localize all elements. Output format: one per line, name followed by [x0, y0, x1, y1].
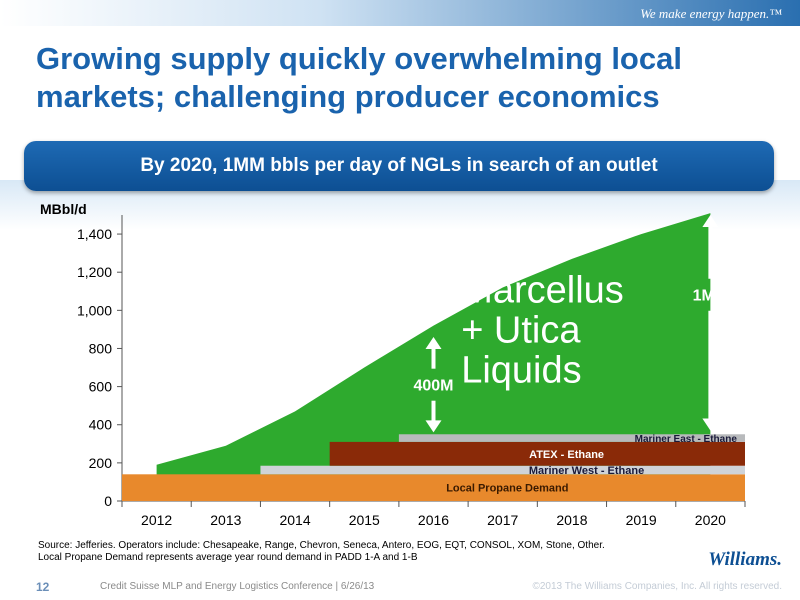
band-label-0: Local Propane Demand	[446, 483, 568, 495]
area-label-line: Liquids	[461, 350, 581, 392]
area-label-line: + Utica	[461, 310, 581, 352]
annotation-label: 400M	[413, 378, 453, 395]
x-tick-label: 2013	[210, 512, 241, 528]
x-tick-label: 2017	[487, 512, 518, 528]
copyright: ©2013 The Williams Companies, Inc. All r…	[532, 581, 782, 592]
band-label-3: Mariner East - Ethane	[635, 434, 738, 445]
x-tick-label: 2016	[418, 512, 449, 528]
y-tick-label: 1,200	[77, 264, 112, 280]
area-label-line: Marcellus	[461, 270, 624, 312]
y-tick-label: 1,000	[77, 302, 112, 318]
band-1	[260, 465, 745, 475]
arrow-head-down	[425, 420, 442, 433]
y-tick-label: 200	[89, 455, 113, 471]
banner: By 2020, 1MM bbls per day of NGLs in sea…	[24, 141, 774, 191]
y-axis-label: MBbl/d	[40, 201, 87, 217]
arrow-head-up	[702, 215, 719, 227]
x-tick-label: 2012	[141, 512, 172, 528]
annotation-label: 1MM	[693, 288, 729, 305]
x-tick-label: 2019	[626, 512, 657, 528]
x-tick-label: 2014	[279, 512, 310, 528]
source-note: Source: Jefferies. Operators include: Ch…	[38, 540, 605, 564]
arrow-head-down	[702, 418, 719, 431]
band-0	[122, 474, 745, 501]
y-tick-label: 0	[104, 493, 112, 509]
slide-title: Growing supply quickly overwhelming loca…	[36, 41, 682, 114]
y-tick-label: 800	[89, 340, 113, 356]
band-label-1: Mariner West - Ethane	[529, 465, 644, 477]
source-line-1: Source: Jefferies. Operators include: Ch…	[38, 540, 605, 551]
chart: 0 200 400 600 800 1,000 1,200 1,400 MBbl/d 2012 20…	[40, 201, 746, 528]
band-2	[329, 441, 745, 466]
arrow-head-up	[425, 337, 442, 350]
x-tick-label: 2018	[556, 512, 587, 528]
williams-logo: Williams.	[708, 549, 782, 570]
y-tick-label: 600	[89, 379, 113, 395]
x-tick-label: 2015	[349, 512, 380, 528]
tagline: We make energy happen.™	[640, 6, 782, 21]
source-line-2: Local Propane Demand represents average …	[38, 552, 418, 563]
y-tick-label: 1,400	[77, 226, 112, 242]
x-tick-label: 2020	[695, 512, 726, 528]
band-label-2: ATEX - Ethane	[529, 449, 604, 461]
top-bar: We make energy happen.™	[0, 0, 800, 26]
band-3	[398, 434, 745, 442]
y-tick-label: 400	[89, 417, 113, 433]
page-number: 12	[36, 580, 50, 594]
footer-text: Credit Suisse MLP and Energy Logistics C…	[100, 581, 375, 592]
